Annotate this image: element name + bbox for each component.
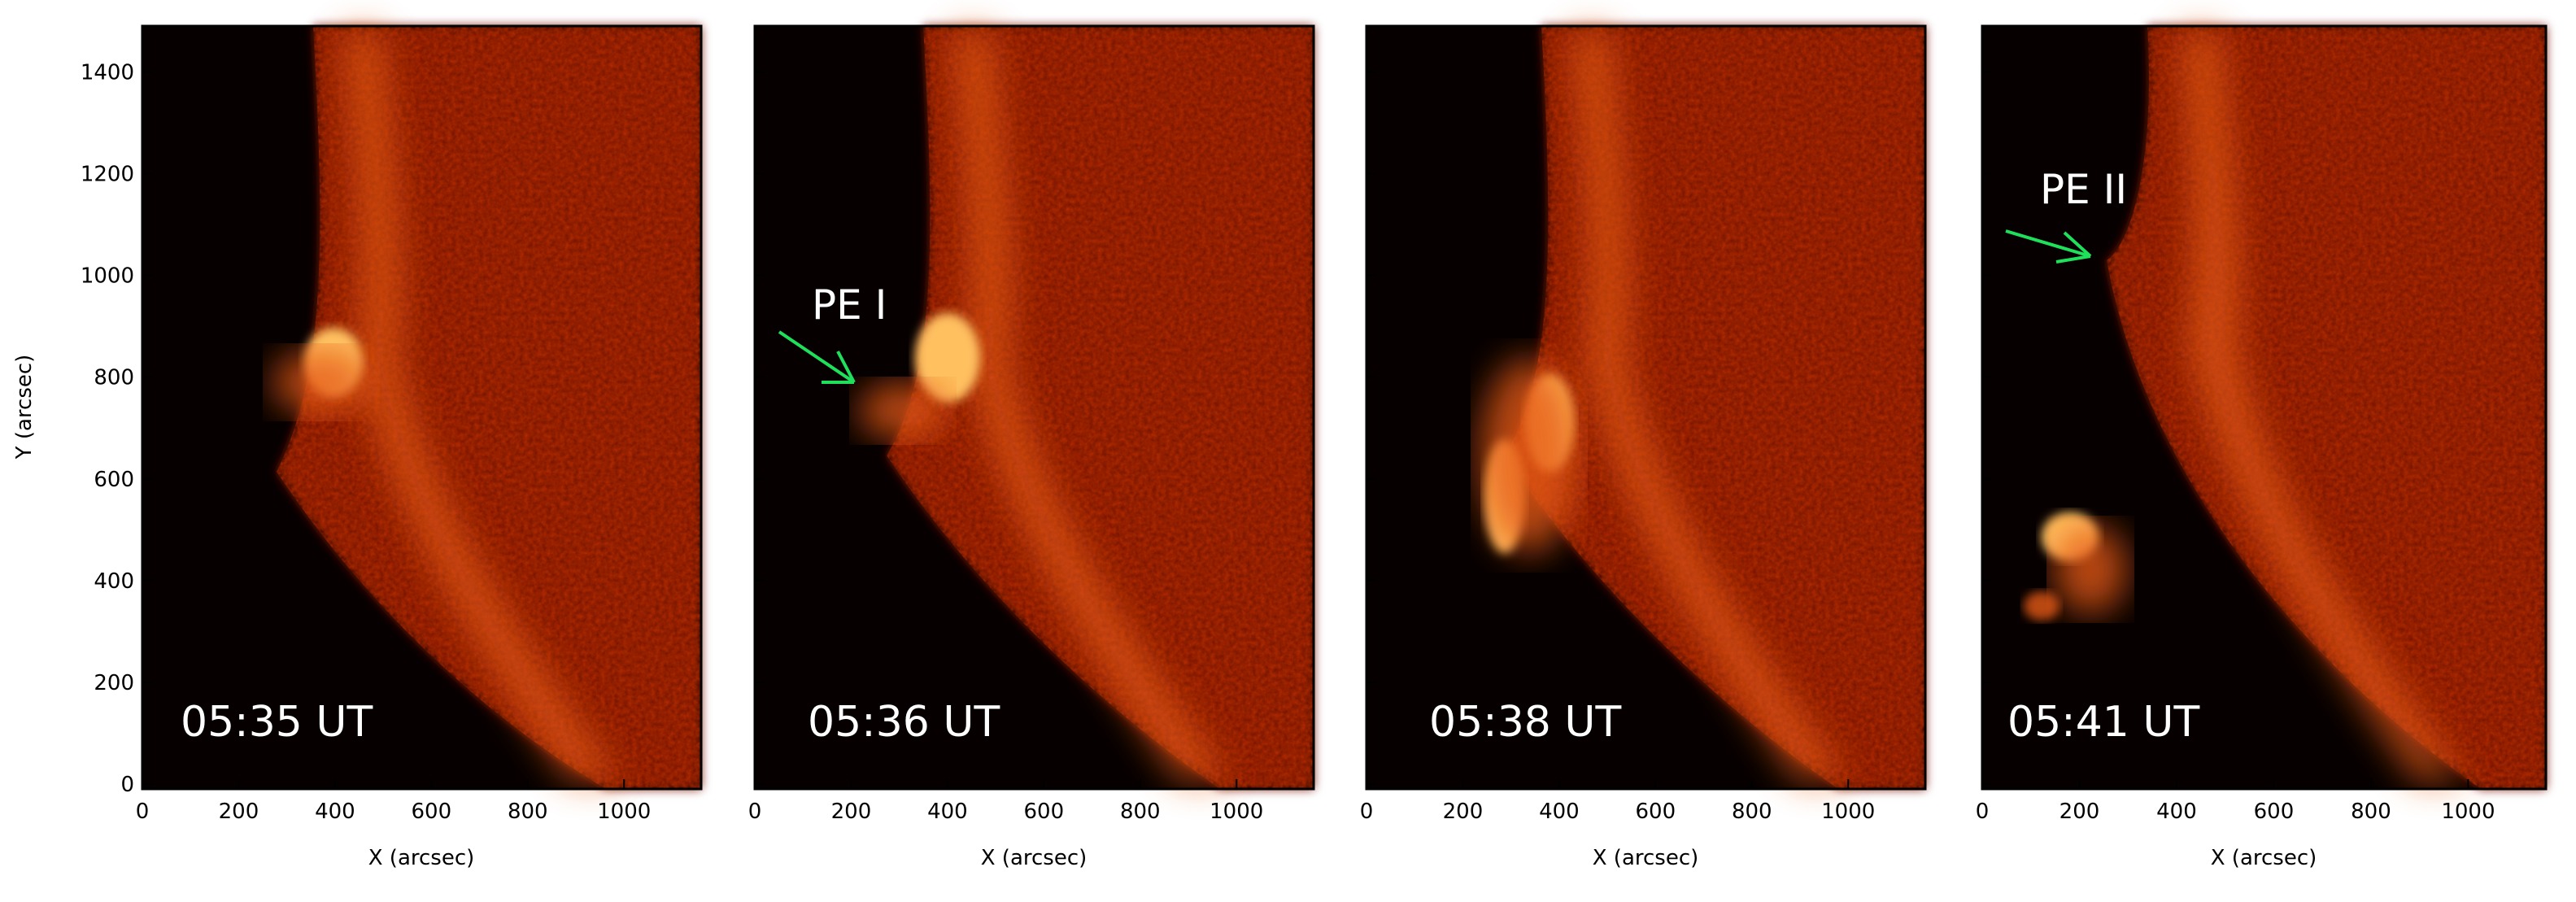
axes: 0 200 400 600 800 1000 0 200 400 600 800 1000 1200 14… xyxy=(81,61,2495,824)
x-tick-label: 0 xyxy=(136,800,150,824)
timestamp: 05:36 UT xyxy=(808,698,1000,747)
x-axis-title: X (arcsec) xyxy=(981,846,1087,870)
ejecta-halo xyxy=(1480,358,1578,553)
x-axis-title: X (arcsec) xyxy=(368,846,475,870)
y-tick-label: 0 xyxy=(120,773,134,797)
frame xyxy=(1981,24,2548,791)
solar-image-3 xyxy=(1366,26,1925,789)
y-tick-label: 1000 xyxy=(81,264,134,289)
ejecta-blob xyxy=(2054,525,2127,614)
x-tick-label: 800 xyxy=(508,800,548,824)
x-tick-label: 800 xyxy=(1120,800,1161,824)
x-tick-label: 1000 xyxy=(1210,800,1263,824)
frame xyxy=(753,24,1315,791)
x-tick-label: 400 xyxy=(927,800,968,824)
x-tick-label: 1000 xyxy=(597,800,651,824)
frame xyxy=(141,24,703,791)
panel-2: PE I 05:36 UT xyxy=(753,24,1315,791)
panel-1: 05:35 UT xyxy=(141,24,703,791)
green-arrow-icon xyxy=(778,330,856,384)
x-tick-label: 0 xyxy=(1360,800,1374,824)
solar-image-2 xyxy=(755,26,1314,789)
bright-ridge xyxy=(1570,33,1846,781)
x-tick-label: 200 xyxy=(2059,800,2100,824)
x-tick-label: 200 xyxy=(1443,800,1484,824)
x-tick-label: 600 xyxy=(412,800,452,824)
x-axis-title: X (arcsec) xyxy=(2211,846,2317,870)
ejecta-blob xyxy=(2024,591,2059,621)
x-tick-label: 200 xyxy=(219,800,259,824)
x-tick-label: 1000 xyxy=(1821,800,1875,824)
bright-ridge xyxy=(342,33,618,781)
y-tick-label: 1400 xyxy=(81,61,134,85)
x-tick-label: 400 xyxy=(315,800,355,824)
panel-3: 05:38 UT xyxy=(1365,24,1927,791)
timestamp: 05:35 UT xyxy=(181,698,373,747)
x-tick-label: 1000 xyxy=(2441,800,2495,824)
frame xyxy=(1365,24,1927,791)
x-tick-label: 400 xyxy=(2156,800,2197,824)
bright-ridge xyxy=(2180,33,2465,781)
x-axis-title: X (arcsec) xyxy=(1593,846,1699,870)
y-tick-label: 800 xyxy=(94,366,134,390)
x-tick-label: 600 xyxy=(1636,800,1676,824)
x-tick-label: 0 xyxy=(748,800,762,824)
event-label: PE II xyxy=(2040,166,2127,213)
green-arrow-icon xyxy=(2005,229,2092,264)
y-tick-label: 400 xyxy=(94,569,134,594)
y-tick-label: 1200 xyxy=(81,163,134,187)
solar-image-4 xyxy=(1982,26,2546,789)
x-tick-label: 800 xyxy=(1732,800,1772,824)
y-tick-label: 200 xyxy=(94,671,134,695)
flare-halo xyxy=(272,350,370,415)
x-tick-label: 200 xyxy=(831,800,872,824)
solar-image-1 xyxy=(142,26,701,789)
y-tick-label: 600 xyxy=(94,468,134,492)
x-tick-label: 600 xyxy=(1024,800,1065,824)
timestamp: 05:38 UT xyxy=(1429,698,1621,747)
x-tick-label: 400 xyxy=(1539,800,1580,824)
flare-halo xyxy=(858,382,948,439)
x-tick-label: 0 xyxy=(1976,800,1990,824)
event-label: PE I xyxy=(812,281,887,329)
x-tick-label: 600 xyxy=(2254,800,2295,824)
y-axis-title: Y (arcsec) xyxy=(12,355,37,460)
timestamp: 05:41 UT xyxy=(2007,698,2199,747)
flare-core xyxy=(915,313,980,403)
bright-ridge xyxy=(952,33,1228,781)
panel-4: PE II 05:41 UT xyxy=(1981,24,2548,791)
x-tick-label: 800 xyxy=(2351,800,2391,824)
